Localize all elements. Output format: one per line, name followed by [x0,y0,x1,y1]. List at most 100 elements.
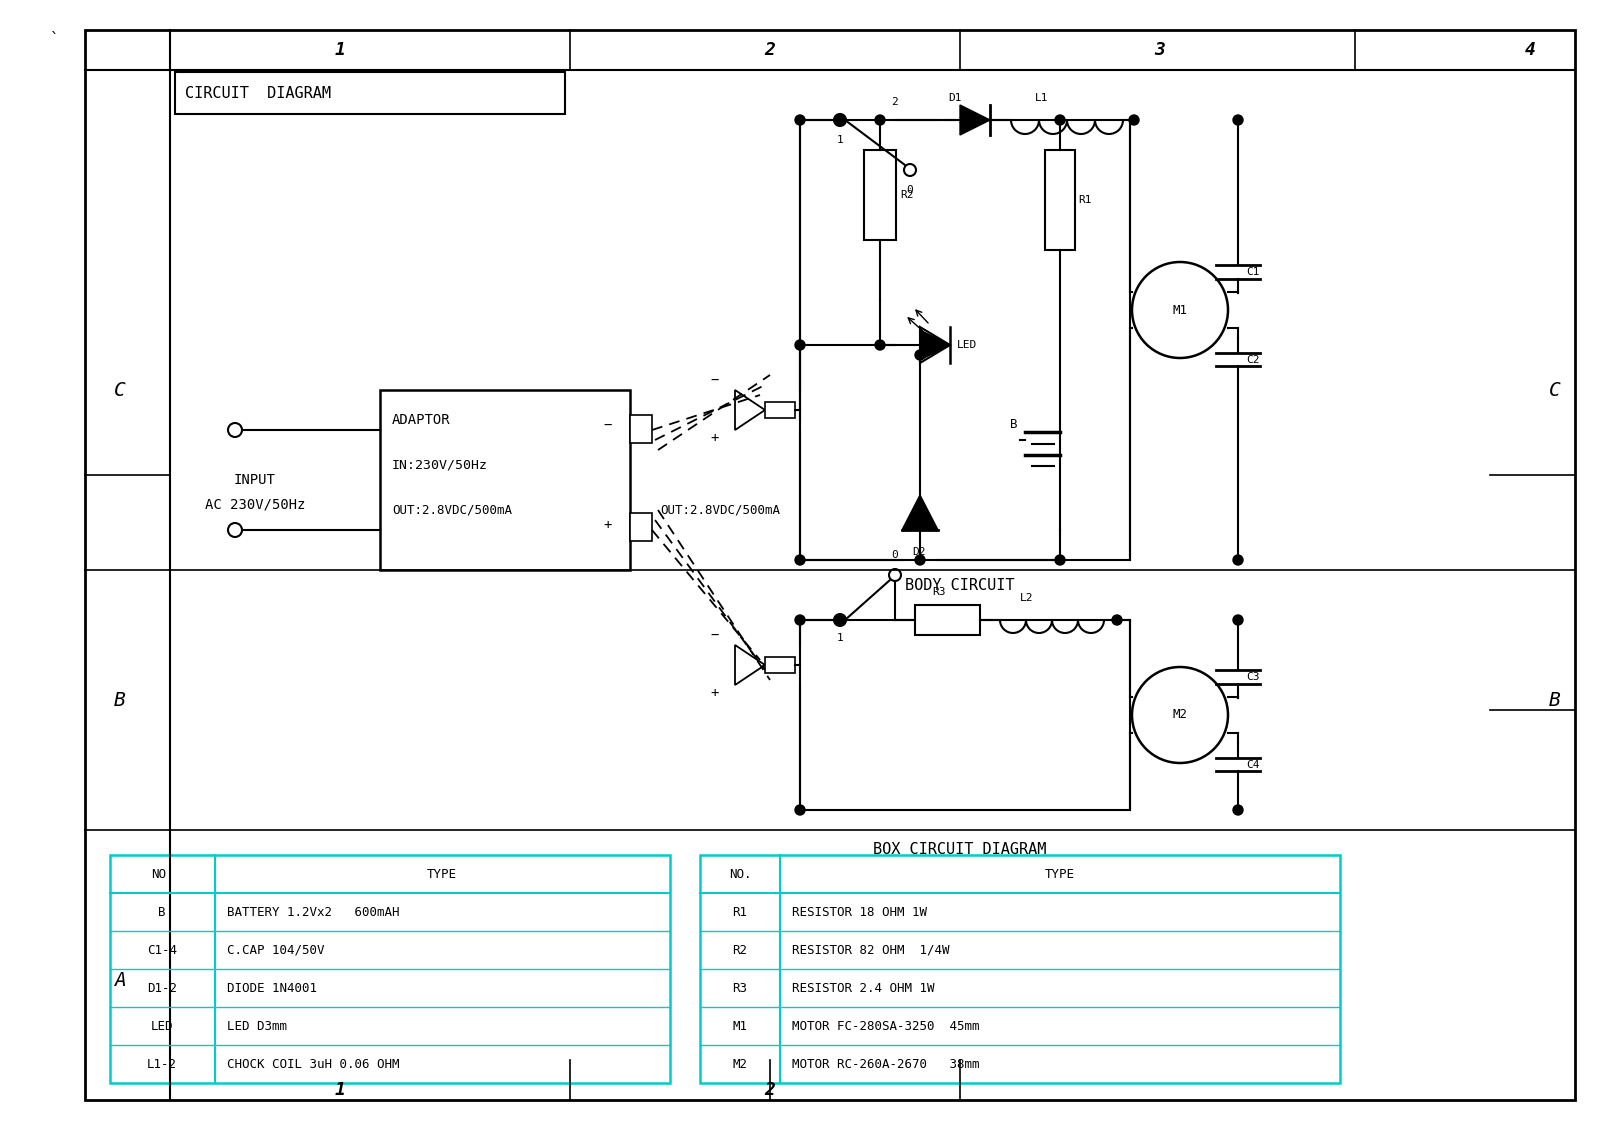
Circle shape [795,340,805,350]
Circle shape [834,114,846,126]
Text: CIRCUIT  DIAGRAM: CIRCUIT DIAGRAM [186,85,331,101]
Circle shape [229,423,242,437]
Text: OUT:2.8VDC/500mA: OUT:2.8VDC/500mA [392,503,512,517]
Circle shape [795,806,805,815]
Polygon shape [920,330,950,360]
Text: TYPE: TYPE [1045,868,1075,880]
Text: 1: 1 [837,633,843,644]
Text: RESISTOR 18 OHM 1W: RESISTOR 18 OHM 1W [792,905,926,919]
Bar [381,390,630,570]
Text: C3: C3 [1246,672,1259,682]
Text: B: B [114,690,126,709]
Bar [765,402,795,418]
Text: +: + [710,685,718,700]
Circle shape [1054,555,1066,565]
Text: DIODE 1N4001: DIODE 1N4001 [227,981,317,995]
Text: BOX CIRCUIT DIAGRAM: BOX CIRCUIT DIAGRAM [874,843,1046,858]
Circle shape [229,523,242,537]
Text: 1: 1 [334,41,346,59]
Text: INPUT: INPUT [234,472,275,487]
Polygon shape [734,390,765,431]
Text: C1: C1 [1246,267,1259,276]
Text: R2: R2 [899,190,914,201]
Bar [110,855,670,1083]
Text: M2: M2 [1173,708,1187,722]
Text: NO.: NO. [150,868,173,880]
Bar [630,415,653,443]
Circle shape [834,614,846,627]
Text: M1: M1 [733,1020,747,1032]
Bar [701,855,1341,1083]
Text: CHOCK COIL 3uH 0.06 OHM: CHOCK COIL 3uH 0.06 OHM [227,1057,400,1071]
Circle shape [835,116,845,125]
Circle shape [915,555,925,565]
Text: L1: L1 [1035,93,1048,103]
Polygon shape [902,495,938,530]
Circle shape [1130,116,1139,125]
Text: `: ` [50,33,59,48]
Text: M1: M1 [1173,304,1187,316]
Text: AC 230V/50Hz: AC 230V/50Hz [205,499,306,512]
Circle shape [1133,262,1229,358]
Bar [800,120,1130,560]
Text: R1: R1 [733,905,747,919]
Text: −: − [710,373,718,387]
Circle shape [1234,555,1243,565]
Circle shape [915,350,925,360]
Text: NO.: NO. [728,868,752,880]
Circle shape [795,615,805,625]
Circle shape [835,615,845,625]
Text: B: B [1010,418,1018,432]
Bar [1045,150,1075,250]
Text: 2: 2 [765,41,776,59]
Text: LED: LED [150,1020,173,1032]
Text: MOTOR RC-260A-2670   38mm: MOTOR RC-260A-2670 38mm [792,1057,979,1071]
Text: C: C [114,381,126,400]
Text: 0: 0 [907,185,914,195]
Text: RESISTOR 82 OHM  1/4W: RESISTOR 82 OHM 1/4W [792,944,949,956]
Circle shape [1133,667,1229,763]
Text: D1-2: D1-2 [147,981,178,995]
Text: M2: M2 [733,1057,747,1071]
Text: A: A [114,971,126,989]
Circle shape [795,555,805,565]
Text: B: B [1549,690,1562,709]
Text: LED: LED [957,340,978,350]
Text: TYPE: TYPE [427,868,458,880]
Text: C: C [1549,381,1562,400]
Bar [864,150,896,240]
Circle shape [1234,615,1243,625]
Text: C1-4: C1-4 [147,944,178,956]
Text: D2: D2 [912,547,925,557]
Circle shape [904,164,915,176]
Text: 2: 2 [765,1081,776,1099]
Polygon shape [734,645,765,685]
Text: R1: R1 [1078,195,1091,205]
Text: C.CAP 104/50V: C.CAP 104/50V [227,944,325,956]
Text: −: − [603,418,611,432]
Text: D1: D1 [949,93,962,103]
Bar [765,657,795,673]
Text: +: + [603,518,611,533]
Text: −: − [710,628,718,642]
Text: B: B [158,905,166,919]
Polygon shape [960,105,990,135]
Bar [174,73,565,114]
Text: 2: 2 [891,97,898,107]
Text: 0: 0 [891,550,898,560]
Text: +: + [710,431,718,445]
Circle shape [875,340,885,350]
Text: IN:230V/50Hz: IN:230V/50Hz [392,459,488,471]
Text: L2: L2 [1021,593,1034,603]
Text: RESISTOR 2.4 OHM 1W: RESISTOR 2.4 OHM 1W [792,981,934,995]
Text: OUT:2.8VDC/500mA: OUT:2.8VDC/500mA [661,503,781,517]
Circle shape [875,116,885,125]
Text: 1: 1 [837,135,843,145]
Circle shape [1234,116,1243,125]
Polygon shape [920,327,950,363]
Text: BATTERY 1.2Vx2   600mAH: BATTERY 1.2Vx2 600mAH [227,905,400,919]
Text: C4: C4 [1246,760,1259,770]
Text: C2: C2 [1246,355,1259,365]
Text: R3: R3 [931,587,946,597]
Text: BODY CIRCUIT: BODY CIRCUIT [906,578,1014,593]
